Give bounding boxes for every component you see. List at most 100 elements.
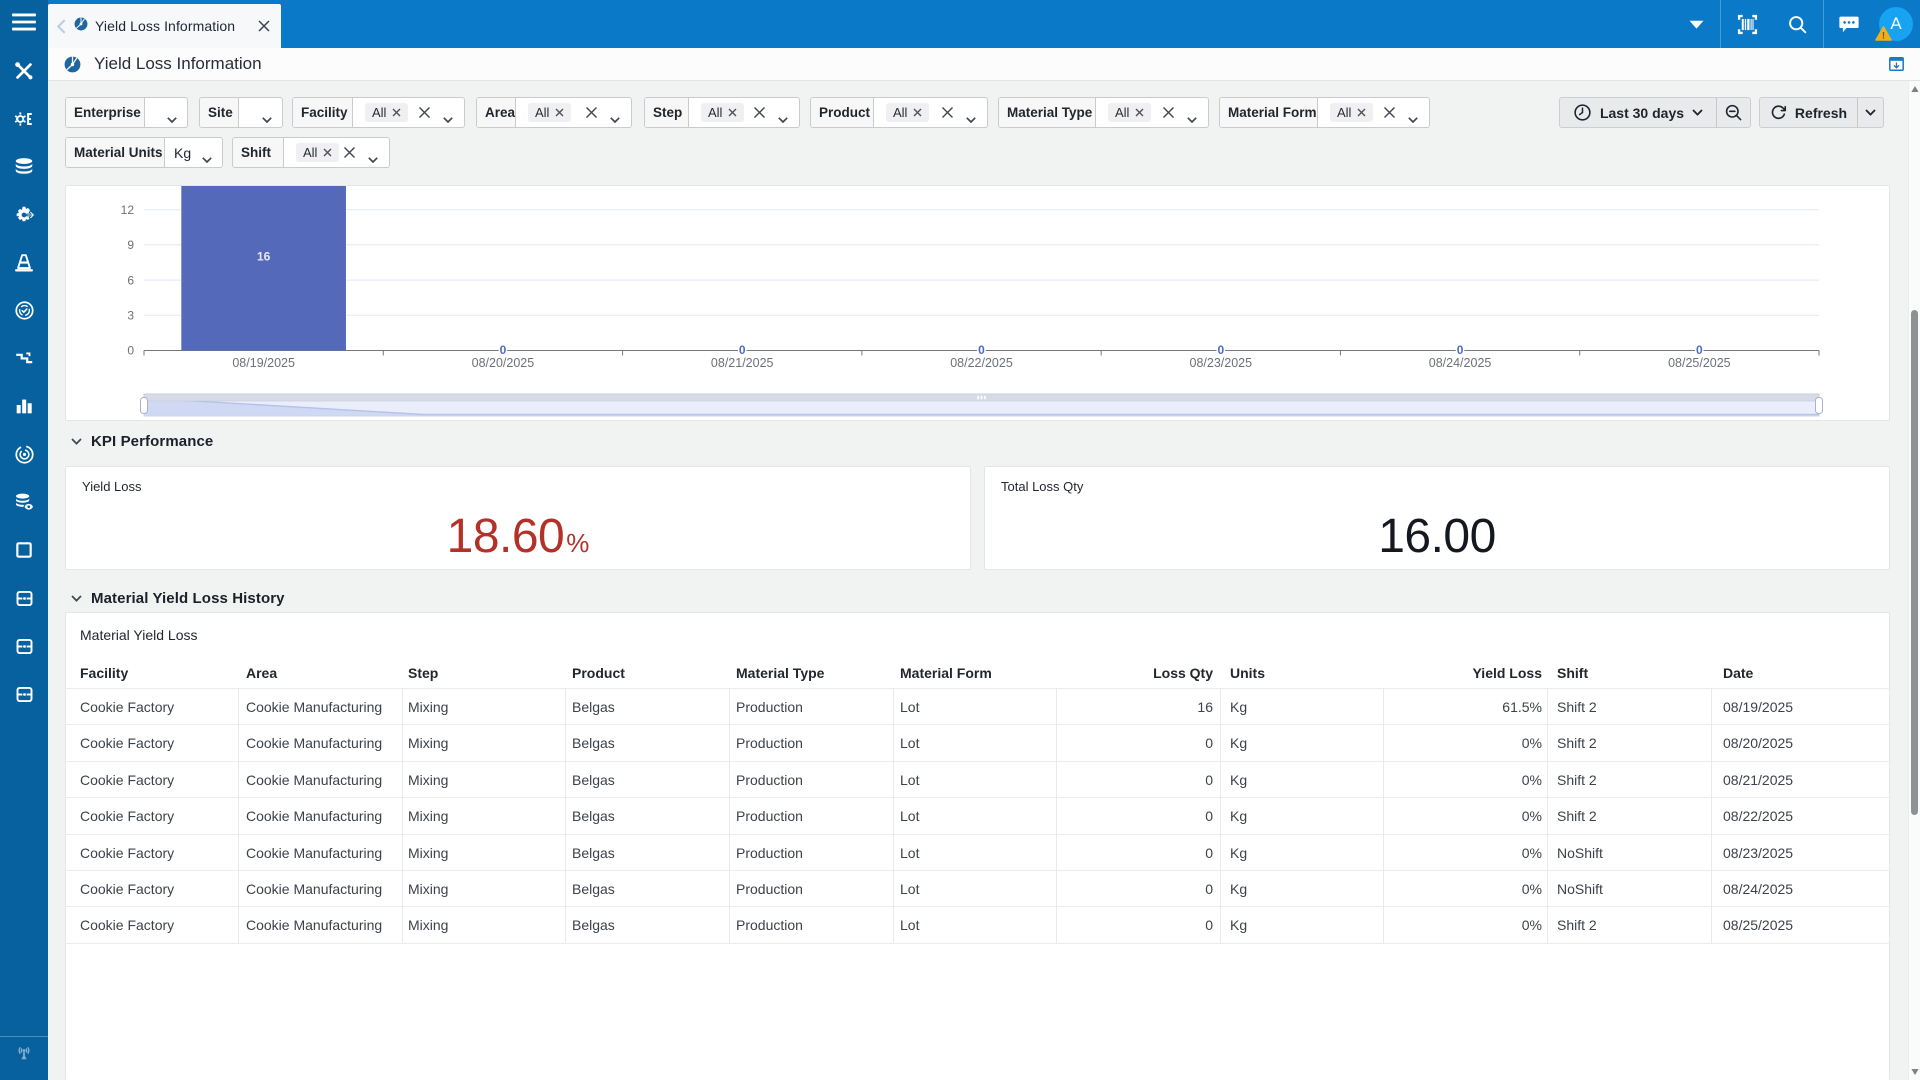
tab-back-icon[interactable] bbox=[48, 18, 74, 34]
barcode-scanner-icon[interactable] bbox=[1732, 0, 1762, 48]
antenna-icon[interactable] bbox=[0, 1037, 48, 1069]
filter-material-form[interactable]: Material Form All bbox=[1219, 97, 1430, 128]
datazoom-handle-right[interactable] bbox=[1815, 397, 1823, 414]
column-header-product[interactable]: Product bbox=[572, 665, 625, 681]
filter-facility[interactable]: Facility All bbox=[292, 97, 465, 128]
tray-3-icon[interactable] bbox=[0, 678, 48, 710]
safety-cone-icon[interactable] bbox=[0, 247, 48, 279]
caret-down-icon[interactable] bbox=[1682, 0, 1710, 48]
chevron-down-icon[interactable] bbox=[443, 110, 453, 128]
bar-chart[interactable]: 0 3 6 9 12 16 0 0 0 0 0 0 08/19/2025 08/20/2025 08/21/… bbox=[66, 186, 1891, 422]
chip-remove-icon[interactable] bbox=[392, 108, 401, 117]
filter-material-units[interactable]: Material Units Kg bbox=[65, 137, 223, 168]
tab-yield-loss-information[interactable]: Yield Loss Information bbox=[48, 4, 281, 48]
filter-enterprise[interactable]: Enterprise bbox=[65, 97, 188, 128]
chevron-down-icon[interactable] bbox=[167, 110, 177, 128]
quality-check-icon[interactable] bbox=[0, 294, 48, 326]
filter-material-type[interactable]: Material Type All bbox=[998, 97, 1209, 128]
chevron-down-icon[interactable] bbox=[610, 110, 620, 128]
filter-clear-icon[interactable] bbox=[941, 106, 954, 124]
table-row[interactable]: Cookie Factory Cookie Manufacturing Mixing… bbox=[66, 833, 1891, 870]
chip-remove-icon[interactable] bbox=[555, 108, 564, 117]
window-icon[interactable] bbox=[0, 534, 48, 566]
menu-icon[interactable] bbox=[0, 6, 48, 38]
column-header-units[interactable]: Units bbox=[1230, 665, 1265, 681]
filter-chip[interactable]: All bbox=[365, 103, 409, 122]
filter-value: Kg bbox=[174, 144, 192, 161]
datazoom-handle-left[interactable] bbox=[140, 397, 148, 414]
search-icon[interactable] bbox=[1782, 0, 1812, 48]
chevron-down-icon[interactable] bbox=[202, 150, 212, 168]
chevron-down-icon[interactable] bbox=[966, 110, 976, 128]
column-header-date[interactable]: Date bbox=[1723, 665, 1754, 681]
chip-remove-icon[interactable] bbox=[1135, 108, 1144, 117]
filter-clear-icon[interactable] bbox=[343, 146, 356, 164]
column-header-material-type[interactable]: Material Type bbox=[736, 665, 825, 681]
vertical-scrollbar[interactable] bbox=[1908, 81, 1920, 1080]
filter-chip[interactable]: All bbox=[528, 103, 572, 122]
zoom-out-button[interactable] bbox=[1717, 98, 1750, 127]
filter-clear-icon[interactable] bbox=[418, 106, 431, 124]
filter-chip[interactable]: All bbox=[701, 103, 745, 122]
column-header-area[interactable]: Area bbox=[246, 665, 278, 681]
chevron-down-icon[interactable] bbox=[368, 150, 378, 168]
integrations-icon[interactable] bbox=[0, 199, 48, 231]
scroll-down-icon[interactable] bbox=[1911, 1068, 1919, 1076]
column-header-step[interactable]: Step bbox=[408, 665, 439, 681]
table-row[interactable]: Cookie Factory Cookie Manufacturing Mixing… bbox=[66, 797, 1891, 833]
history-section-header[interactable]: Material Yield Loss History bbox=[71, 590, 285, 607]
filter-clear-icon[interactable] bbox=[753, 106, 766, 124]
filter-area[interactable]: Area All bbox=[476, 97, 632, 128]
filter-clear-icon[interactable] bbox=[1383, 106, 1396, 124]
cell-product: Belgas bbox=[572, 844, 615, 861]
chip-remove-icon[interactable] bbox=[1357, 108, 1366, 117]
kpi-section-header[interactable]: KPI Performance bbox=[71, 433, 213, 450]
chevron-down-icon[interactable] bbox=[262, 110, 272, 128]
tray-2-icon[interactable] bbox=[0, 630, 48, 662]
chip-remove-icon[interactable] bbox=[728, 108, 737, 117]
filter-chip[interactable]: All bbox=[296, 143, 340, 162]
chevron-down-icon[interactable] bbox=[1187, 110, 1197, 128]
data-view-icon[interactable] bbox=[0, 486, 48, 518]
database-icon[interactable] bbox=[0, 151, 48, 183]
export-panel-icon[interactable] bbox=[1889, 57, 1904, 76]
column-header-yield-loss[interactable]: Yield Loss bbox=[1472, 665, 1542, 681]
column-header-shift[interactable]: Shift bbox=[1557, 665, 1589, 681]
workflow-icon[interactable] bbox=[0, 103, 48, 135]
filter-shift[interactable]: Shift All bbox=[232, 137, 390, 168]
chip-remove-icon[interactable] bbox=[323, 148, 332, 157]
table-row[interactable]: Cookie Factory Cookie Manufacturing Mixing… bbox=[66, 760, 1891, 797]
filter-chip[interactable]: All bbox=[1330, 103, 1374, 122]
chat-icon[interactable] bbox=[1834, 0, 1864, 48]
filter-clear-icon[interactable] bbox=[1162, 106, 1175, 124]
kpi-value-suffix: % bbox=[566, 528, 590, 558]
tray-1-icon[interactable] bbox=[0, 582, 48, 614]
tab-close-icon[interactable] bbox=[258, 20, 270, 32]
refresh-button[interactable]: Refresh bbox=[1760, 98, 1857, 127]
chevron-down-icon[interactable] bbox=[778, 110, 788, 128]
table-row[interactable]: Cookie Factory Cookie Manufacturing Mixing… bbox=[66, 869, 1891, 906]
table-row[interactable]: Cookie Factory Cookie Manufacturing Mixing… bbox=[66, 724, 1891, 760]
admin-tools-icon[interactable] bbox=[0, 55, 48, 87]
column-header-facility[interactable]: Facility bbox=[80, 665, 129, 681]
table-row[interactable]: Cookie Factory Cookie Manufacturing Mixing… bbox=[66, 688, 1891, 724]
filter-chip[interactable]: All bbox=[1108, 103, 1152, 122]
filter-step[interactable]: Step All bbox=[644, 97, 800, 128]
steps-icon[interactable] bbox=[0, 342, 48, 374]
analytics-bars-icon[interactable] bbox=[0, 390, 48, 422]
chevron-down-icon[interactable] bbox=[1408, 110, 1418, 128]
column-header-material-form[interactable]: Material Form bbox=[900, 665, 992, 681]
scrollbar-thumb[interactable] bbox=[1911, 310, 1918, 815]
bar-08/19/2025[interactable] bbox=[181, 186, 346, 351]
time-range-button[interactable]: Last 30 days bbox=[1560, 98, 1716, 127]
column-header-loss-qty[interactable]: Loss Qty bbox=[1153, 665, 1213, 681]
filter-chip[interactable]: All bbox=[886, 103, 930, 122]
target-icon[interactable] bbox=[0, 438, 48, 470]
scroll-up-icon[interactable] bbox=[1911, 85, 1919, 93]
table-row[interactable]: Cookie Factory Cookie Manufacturing Mixing… bbox=[66, 906, 1891, 942]
filter-product[interactable]: Product All bbox=[810, 97, 988, 128]
filter-site[interactable]: Site bbox=[199, 97, 283, 128]
refresh-options-button[interactable] bbox=[1858, 98, 1883, 127]
filter-clear-icon[interactable] bbox=[585, 106, 598, 124]
chip-remove-icon[interactable] bbox=[913, 108, 922, 117]
